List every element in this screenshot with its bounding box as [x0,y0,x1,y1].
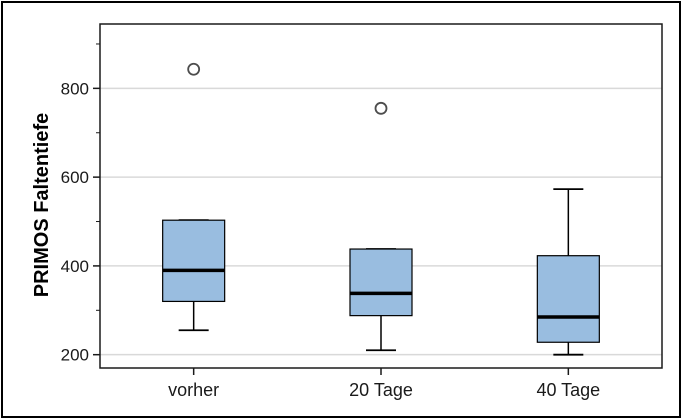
x-tick-label-2: 20 Tage [349,380,413,400]
y-tick-label-400: 400 [61,257,89,276]
x-tick-label-3: 40 Tage [536,380,600,400]
box-group-3 [536,188,600,356]
boxes [162,62,600,356]
y-tick-label-800: 800 [61,79,89,98]
y-axis: 200 400 600 800 [61,43,100,365]
y-axis-title: PRIMOS Faltentiefe [31,113,53,297]
x-axis: vorher 20 Tage 40 Tage [168,368,600,400]
box-group-1 [162,62,226,332]
iqr-box-1 [162,219,226,303]
y-tick-label-600: 600 [61,168,89,187]
y-tick-label-200: 200 [61,346,89,365]
iqr-box-3 [536,255,600,343]
iqr-box-2 [349,248,413,317]
x-tick-label-1: vorher [168,380,219,400]
outlier-point-1-1 [187,62,201,76]
outlier-point-2-1 [374,101,388,115]
box-group-2 [349,101,413,352]
